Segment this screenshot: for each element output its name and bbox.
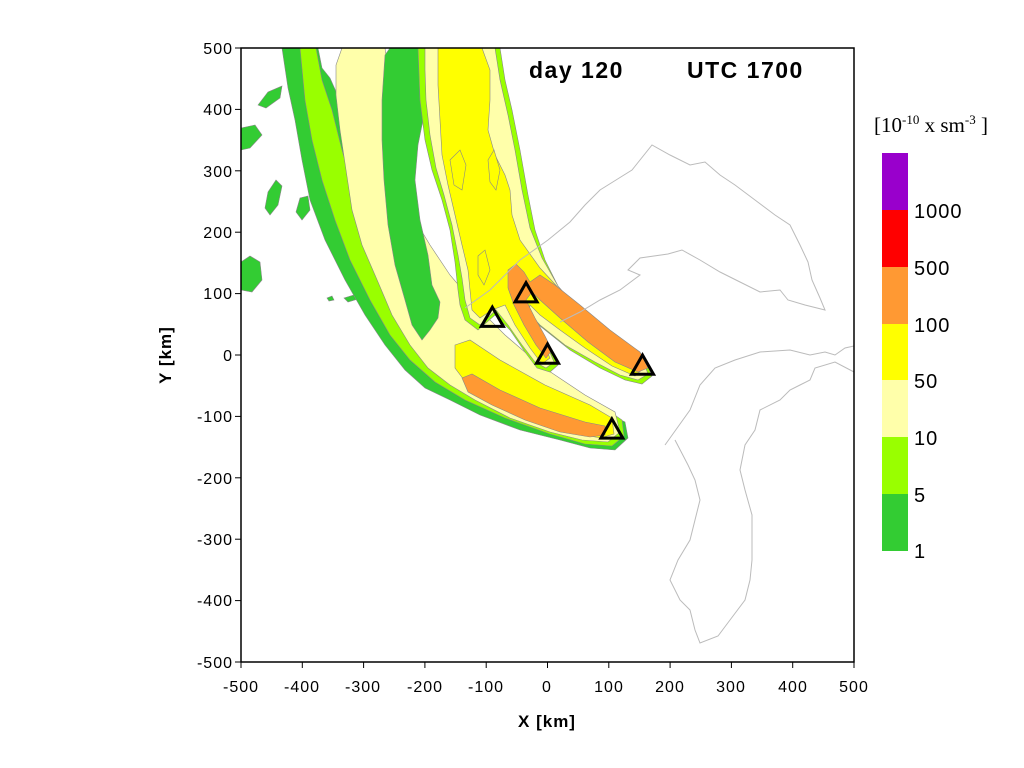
source-marker-triangle [512, 279, 540, 304]
plume-west-level100 [461, 373, 606, 438]
legend-swatch-5 [882, 437, 908, 494]
legend-swatch-10 [882, 380, 908, 437]
x-axis-title: X [km] [518, 712, 576, 731]
plume-mid-blob3 [487, 149, 501, 191]
plume-mid-level100 [507, 263, 649, 373]
x-tick-label: 300 [716, 679, 746, 696]
y-axis-ticks [235, 47, 241, 663]
y-tick-label: 300 [203, 164, 233, 181]
y-tick-label: -400 [197, 593, 233, 610]
x-tick-label: 100 [594, 679, 624, 696]
fragment-west-4 [241, 255, 263, 293]
legend-label-100: 100 [914, 315, 950, 337]
title-time: UTC 1700 [687, 57, 804, 83]
x-tick-label: 400 [778, 679, 808, 696]
fragment-west-7 [295, 195, 311, 221]
x-axis-ticks [240, 662, 855, 668]
x-axis-tick-labels: -500 -400 -300 -200 -100 0 100 200 300 4… [223, 679, 869, 696]
legend-swatch-500 [882, 210, 908, 267]
legend-label-1000: 1000 [914, 201, 963, 223]
y-tick-label: 200 [203, 225, 233, 242]
source-marker-triangle [533, 340, 562, 365]
y-tick-label: 500 [203, 41, 233, 58]
y-tick-label: -300 [197, 532, 233, 549]
y-axis-tick-labels: 500 400 300 200 100 0 -100 -200 -300 -40… [197, 41, 233, 672]
legend-swatch-100 [882, 267, 908, 324]
x-tick-label: -500 [223, 679, 259, 696]
fragment-west-5 [326, 295, 335, 302]
plume-mid-blob2 [477, 249, 491, 286]
legend: [10-10 x sm-3 ] 1 5 10 50 100 500 1000 [874, 112, 988, 563]
legend-label-1: 1 [914, 541, 926, 563]
legend-swatch-50 [882, 324, 908, 380]
legend-label-500: 500 [914, 258, 950, 280]
y-tick-label: 100 [203, 286, 233, 303]
y-tick-label: -200 [197, 471, 233, 488]
legend-swatch-1000 [882, 153, 908, 210]
x-tick-label: 200 [655, 679, 685, 696]
x-tick-label: -100 [468, 679, 504, 696]
x-tick-label: 0 [542, 679, 552, 696]
y-tick-label: 400 [203, 102, 233, 119]
x-tick-label: -400 [284, 679, 320, 696]
fragment-west-2 [241, 124, 263, 151]
y-tick-label: -100 [197, 409, 233, 426]
y-axis-title: Y [km] [156, 326, 175, 384]
legend-label-10: 10 [914, 428, 938, 450]
legend-label-5: 5 [914, 485, 926, 507]
y-tick-label: 0 [223, 348, 233, 365]
title-day: day 120 [529, 57, 624, 83]
source-marker-triangle [478, 304, 506, 328]
x-tick-label: -300 [345, 679, 381, 696]
source-marker-triangle [598, 415, 626, 440]
coastline [464, 144, 854, 644]
source-markers [478, 279, 657, 440]
coastline-southern-peninsula [664, 345, 854, 644]
legend-label-50: 50 [914, 371, 938, 393]
source-marker-triangle [628, 352, 657, 376]
fragment-west-3 [264, 179, 283, 216]
x-tick-label: 500 [839, 679, 869, 696]
legend-unit-label: [10-10 x sm-3 ] [874, 112, 988, 137]
x-tick-label: -200 [407, 679, 443, 696]
plume-mid-blob1 [449, 149, 467, 191]
plume-mid-level50 [437, 48, 645, 377]
fragment-west-1 [257, 85, 283, 109]
plume-contours [241, 48, 653, 451]
legend-swatch-1 [882, 494, 908, 551]
coastline-north-shore [464, 144, 826, 323]
y-tick-label: -500 [197, 655, 233, 672]
